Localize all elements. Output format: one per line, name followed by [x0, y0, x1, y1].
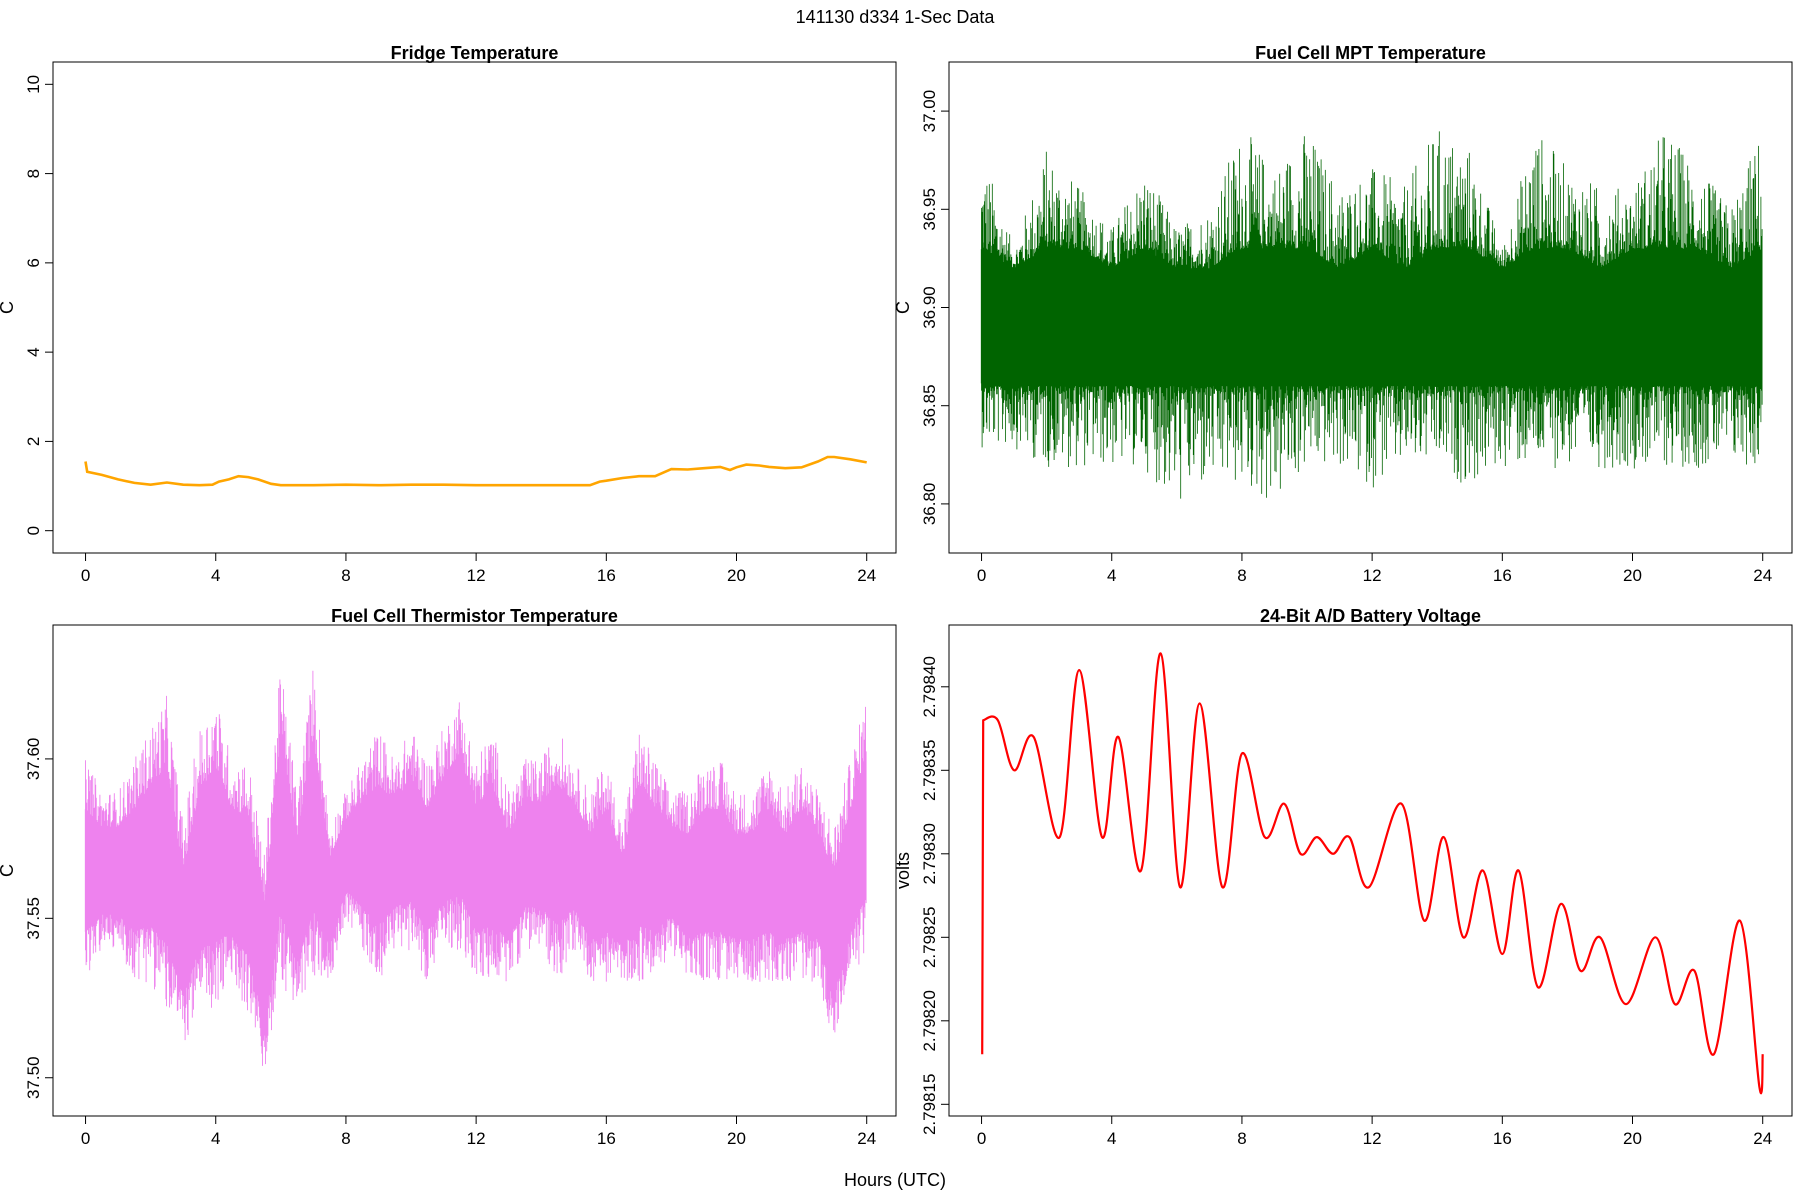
figure-title: 141130 d334 1-Sec Data — [796, 7, 996, 27]
y-tick-label-fridge: 6 — [24, 258, 43, 267]
x-tick-label-fridge: 24 — [857, 566, 876, 585]
panel-title-mpt: Fuel Cell MPT Temperature — [1255, 43, 1486, 63]
y-tick-label-fridge: 4 — [24, 347, 43, 356]
panels: Fridge TemperatureC048121620240246810Fue… — [0, 43, 1793, 1148]
x-tick-label-battery: 8 — [1237, 1129, 1246, 1148]
x-tick-label-fridge: 4 — [211, 566, 220, 585]
y-tick-label-thermistor: 37.50 — [24, 1056, 43, 1099]
x-tick-label-battery: 4 — [1107, 1129, 1116, 1148]
x-tick-label-mpt: 12 — [1363, 566, 1382, 585]
panel-battery: 24-Bit A/D Battery Voltage volts 0 4 8 12 16 20… — [893, 606, 1793, 1148]
x-tick-label-thermistor: 4 — [211, 1129, 220, 1148]
series-core-mpt — [980, 239, 1763, 394]
series-line-battery — [981, 652, 1764, 1095]
y-tick-label-mpt: 36.95 — [920, 188, 939, 231]
y-axis-label-thermistor: C — [0, 864, 17, 877]
panel-title-thermistor: Fuel Cell Thermistor Temperature — [331, 606, 618, 626]
panel-title-fridge: Fridge Temperature — [391, 43, 559, 63]
y-axis-label-mpt: C — [893, 301, 913, 314]
x-tick-label-battery: 20 — [1623, 1129, 1642, 1148]
y-axis-label-battery: volts — [893, 852, 913, 889]
plot-area-mpt — [980, 131, 1763, 499]
y-tick-label-mpt: 36.85 — [920, 384, 939, 427]
y-axis-label-fridge: C — [0, 301, 17, 314]
x-tick-label-fridge: 20 — [727, 566, 746, 585]
x-tick-label-thermistor: 24 — [857, 1129, 876, 1148]
y-tick-label-mpt: 36.90 — [920, 286, 939, 329]
plot-frame-fridge — [52, 61, 897, 554]
x-tick-label-thermistor: 0 — [81, 1129, 90, 1148]
y-tick-label-battery: 2.79835 — [920, 740, 939, 801]
x-tick-label-fridge: 0 — [81, 566, 90, 585]
plot-area-battery — [981, 652, 1764, 1095]
y-tick-label-thermistor: 37.55 — [24, 897, 43, 940]
x-tick-label-mpt: 8 — [1237, 566, 1246, 585]
y-tick-label-fridge: 2 — [24, 437, 43, 446]
x-tick-label-battery: 0 — [977, 1129, 986, 1148]
common-x-axis-label: Hours (UTC) — [844, 1170, 946, 1190]
y-tick-label-battery: 2.79815 — [920, 1074, 939, 1135]
x-tick-label-fridge: 8 — [341, 566, 350, 585]
x-tick-label-fridge: 12 — [467, 566, 486, 585]
x-tick-label-battery: 16 — [1493, 1129, 1512, 1148]
y-tick-label-battery: 2.79820 — [920, 990, 939, 1051]
y-tick-label-mpt: 37.00 — [920, 90, 939, 133]
plot-area-thermistor — [84, 670, 867, 1066]
y-tick-label-thermistor: 37.60 — [24, 738, 43, 781]
panel-thermistor: Fuel Cell Thermistor Temperature C 0 4 8 12 16… — [0, 606, 897, 1148]
y-tick-label-battery: 2.79830 — [920, 823, 939, 884]
x-tick-label-mpt: 0 — [977, 566, 986, 585]
x-tick-label-mpt: 16 — [1493, 566, 1512, 585]
panel-mpt: Fuel Cell MPT Temperature C 0 4 8 12 16 20 24 36.… — [893, 43, 1793, 585]
x-tick-label-mpt: 4 — [1107, 566, 1116, 585]
x-tick-label-mpt: 24 — [1753, 566, 1772, 585]
x-tick-label-thermistor: 12 — [467, 1129, 486, 1148]
y-tick-label-battery: 2.79825 — [920, 907, 939, 968]
x-tick-label-thermistor: 20 — [727, 1129, 746, 1148]
panel-fridge: Fridge TemperatureC048121620240246810 — [0, 43, 897, 585]
x-tick-label-mpt: 20 — [1623, 566, 1642, 585]
panel-title-battery: 24-Bit A/D Battery Voltage — [1260, 606, 1481, 626]
plot-frame-thermistor — [52, 624, 897, 1117]
y-tick-label-fridge: 10 — [24, 75, 43, 94]
x-tick-label-battery: 12 — [1363, 1129, 1382, 1148]
y-tick-label-battery: 2.79840 — [920, 656, 939, 717]
plot-frame-battery — [948, 624, 1793, 1117]
x-tick-label-battery: 24 — [1753, 1129, 1772, 1148]
x-tick-label-thermistor: 8 — [341, 1129, 350, 1148]
plot-area-fridge — [84, 455, 867, 487]
series-line-fridge — [84, 455, 867, 487]
y-tick-label-fridge: 0 — [24, 526, 43, 535]
y-tick-label-mpt: 36.80 — [920, 483, 939, 526]
x-tick-label-fridge: 16 — [597, 566, 616, 585]
x-tick-label-thermistor: 16 — [597, 1129, 616, 1148]
series-core-thermistor — [84, 736, 867, 1027]
y-tick-label-fridge: 8 — [24, 169, 43, 178]
